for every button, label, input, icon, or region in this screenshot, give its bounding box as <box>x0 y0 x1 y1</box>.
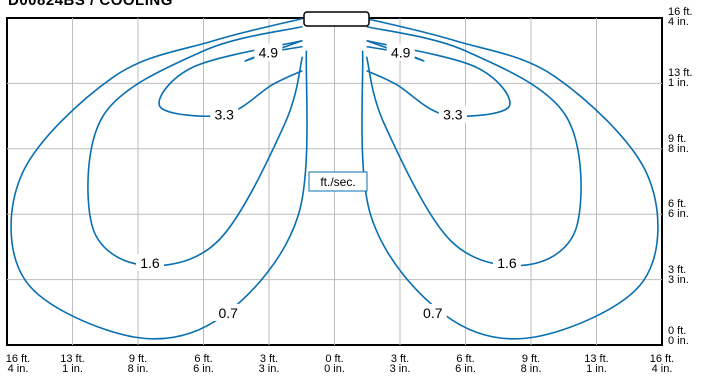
contour-label-1-6: 1.6 <box>135 253 164 271</box>
y-tick-label: 9 ft. 8 in. <box>668 132 689 155</box>
contour-label-text: 1.6 <box>497 255 517 271</box>
units-label-frame <box>308 171 368 192</box>
contour-label-background <box>214 303 243 321</box>
units-label: ft./sec. <box>320 175 355 189</box>
x-tick-label: 3 ft. 3 in. <box>389 353 411 375</box>
contour-label-background <box>254 43 283 61</box>
contour-label-background <box>438 105 467 123</box>
y-tick-label: 13 ft. 1 in. <box>668 67 693 90</box>
contour-label-background <box>492 253 521 271</box>
contour-line-0-7-right <box>361 17 659 340</box>
x-tick-label: 6 ft. 6 in. <box>455 353 476 375</box>
units-label-box: ft./sec. <box>308 171 368 192</box>
contour-label-text: 0.7 <box>423 305 443 321</box>
chart-title: D00824BS / COOLING <box>8 0 173 9</box>
x-tick-label: 0 ft. 0 in. <box>324 353 345 375</box>
y-tick-label: 0 ft. 0 in. <box>668 325 689 347</box>
contour-label-1-6: 1.6 <box>492 253 521 271</box>
contour-label-background <box>418 303 447 321</box>
x-tick-label: 9 ft. 8 in. <box>520 353 542 375</box>
x-tick-label: 13 ft. 1 in. <box>584 353 609 375</box>
contour-line-0-7-left <box>10 17 308 340</box>
contour-label-3-3: 3.3 <box>210 105 239 123</box>
contour-label-0-7: 0.7 <box>418 303 447 321</box>
contour-line-3-3-left <box>158 39 303 117</box>
contour-line-3-3-right <box>366 39 511 117</box>
contour-label-background <box>135 253 164 271</box>
y-tick-label: 16 ft. 4 in. <box>668 6 693 28</box>
contour-label-text: 3.3 <box>443 107 463 123</box>
x-tick-label: 13 ft. 1 in. <box>60 353 85 375</box>
contour-label-3-3: 3.3 <box>438 105 467 123</box>
contour-line-1-6-right <box>365 25 582 267</box>
y-tick-label: 6 ft. 6 in. <box>668 198 689 221</box>
contour-label-background <box>386 43 415 61</box>
contour-layer <box>10 17 659 340</box>
x-tick-label: 16 ft. 4 in. <box>649 353 675 375</box>
x-tick-label: 6 ft. 6 in. <box>193 353 214 375</box>
x-tick-label: 16 ft. 4 in. <box>5 353 31 375</box>
contour-label-text: 3.3 <box>214 107 234 123</box>
x-tick-label: 9 ft. 8 in. <box>127 353 149 375</box>
contour-label-layer: 0.7 0.7 1.6 1.6 3.3 3.3 4.9 4.9 <box>135 43 521 321</box>
grid-layer <box>7 18 662 345</box>
contour-label-text: 0.7 <box>218 305 238 321</box>
y-tick-label: 3 ft. 3 in. <box>668 263 689 286</box>
contour-label-background <box>210 105 239 123</box>
contour-label-4-9: 4.9 <box>254 43 283 61</box>
x-tick-label: 3 ft. 3 in. <box>258 353 280 375</box>
contour-label-text: 1.6 <box>140 255 160 271</box>
contour-label-4-9: 4.9 <box>386 43 415 61</box>
contour-line-1-6-left <box>87 25 304 267</box>
diffuser-outlet <box>303 11 370 27</box>
contour-label-text: 4.9 <box>259 45 279 61</box>
contour-label-0-7: 0.7 <box>214 303 243 321</box>
contour-label-text: 4.9 <box>391 45 411 61</box>
